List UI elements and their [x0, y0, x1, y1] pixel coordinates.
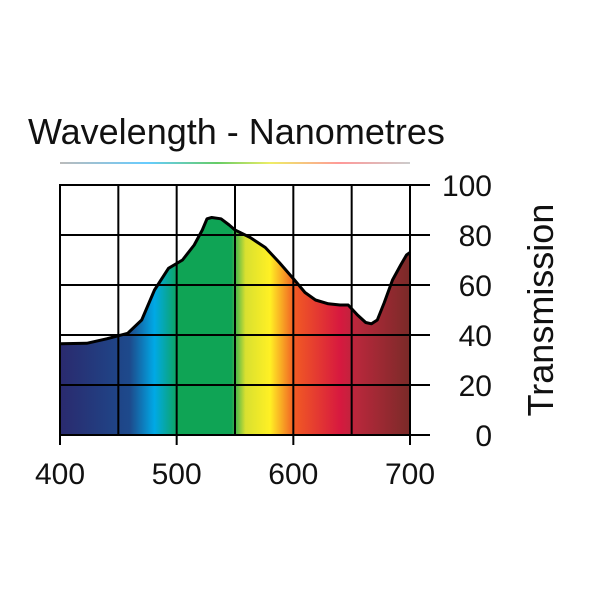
y-tick-label: 80: [459, 220, 492, 253]
y-tick-label: 100: [442, 170, 492, 203]
x-tick-label: 400: [35, 458, 85, 491]
x-tick-label: 500: [152, 458, 202, 491]
y-tick-label: 0: [475, 420, 492, 453]
y-tick-label: 20: [459, 370, 492, 403]
y-axis-label: Transmission: [520, 204, 561, 417]
transmission-line: [59, 216, 411, 346]
plot-frame: [59, 184, 411, 436]
y-tick-label: 40: [459, 320, 492, 353]
spectrum-strip: [60, 162, 410, 164]
x-tick-label: 600: [268, 458, 318, 491]
chart-title: Wavelength - Nanometres: [28, 111, 445, 152]
x-tick-label: 700: [385, 458, 435, 491]
y-tick-label: 60: [459, 270, 492, 303]
